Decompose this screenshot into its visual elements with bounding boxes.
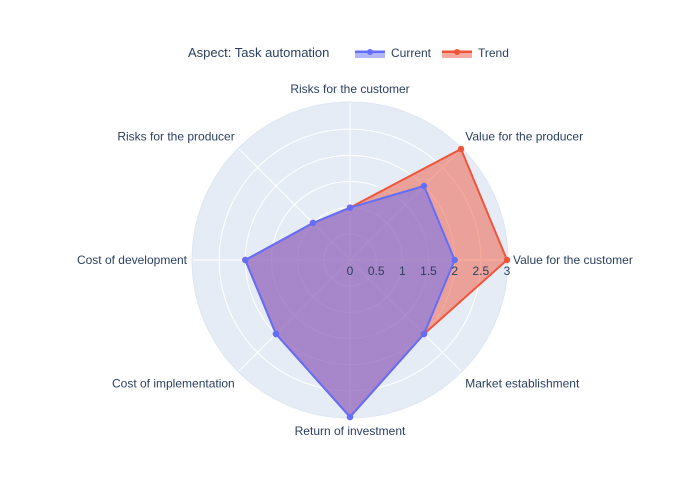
radial-tick-label: 0.5 (368, 264, 385, 278)
category-labels: Value for the customer Value for the prod… (77, 82, 633, 438)
legend-item-trend[interactable]: Trend (442, 46, 509, 60)
category-label: Value for the producer (465, 130, 583, 144)
radial-tick-label: 0 (347, 264, 354, 278)
data-point-current (346, 413, 354, 421)
radial-tick-label: 2 (451, 264, 458, 278)
data-point-trend (457, 145, 465, 153)
category-label: Market establishment (465, 376, 580, 390)
data-point-current (242, 256, 249, 264)
data-point-current (420, 182, 428, 190)
legend-item-current[interactable]: Current (355, 46, 432, 60)
radial-tick-label: 3 (504, 264, 511, 278)
category-label: Value for the customer (513, 253, 633, 267)
legend-marker-current (367, 49, 373, 55)
radial-tick-label: 1 (399, 264, 406, 278)
legend-label-trend: Trend (478, 46, 509, 60)
legend-title: Aspect: Task automation (188, 45, 329, 60)
category-label: Cost of implementation (112, 376, 235, 390)
data-point-trend (503, 256, 511, 264)
category-label: Return of investment (295, 424, 406, 438)
series-layer (242, 145, 511, 421)
radial-tick-labels: 0 0.5 1 1.5 2 2.5 3 (347, 264, 511, 278)
data-point-current (272, 330, 280, 338)
category-label: Cost of development (77, 253, 188, 267)
data-point-current (309, 219, 317, 227)
legend-marker-trend (454, 49, 460, 55)
radial-tick-label: 1.5 (420, 264, 437, 278)
data-point-current (346, 204, 354, 211)
radial-tick-label: 2.5 (472, 264, 489, 278)
legend-label-current: Current (391, 46, 432, 60)
category-label: Risks for the producer (117, 130, 234, 144)
category-label: Risks for the customer (290, 82, 409, 96)
data-point-current (451, 256, 458, 264)
legend[interactable]: Aspect: Task automation Current Trend (188, 45, 509, 60)
data-point-current (420, 330, 428, 338)
